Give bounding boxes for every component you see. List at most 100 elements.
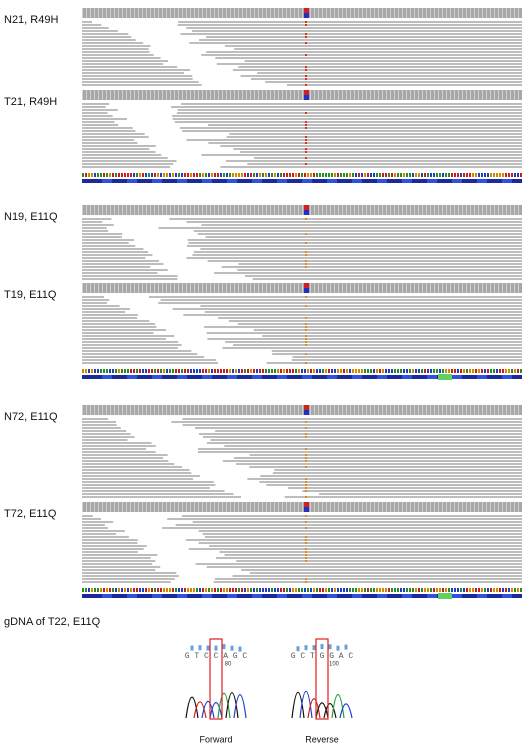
- igv-panel: N72, E11QT72, E11Q: [4, 405, 522, 599]
- ref-base: [154, 369, 156, 373]
- coverage-tick: [374, 405, 375, 415]
- variant-base: [305, 84, 307, 86]
- coverage-tick: [98, 283, 99, 293]
- coverage-tick: [506, 205, 507, 215]
- ref-base: [394, 369, 396, 373]
- read: [260, 475, 522, 477]
- ref-base: [82, 588, 84, 592]
- read: [82, 326, 156, 328]
- coverage-tick: [298, 90, 299, 100]
- coverage-tick: [482, 8, 483, 18]
- ref-base: [277, 173, 279, 177]
- coverage-tick: [470, 405, 471, 415]
- coverage-tick: [254, 283, 255, 293]
- coverage-tick: [322, 283, 323, 293]
- coverage-tick: [246, 502, 247, 512]
- ref-base: [130, 588, 132, 592]
- coverage-tick: [146, 502, 147, 512]
- read: [187, 245, 522, 247]
- coverage-tick: [322, 90, 323, 100]
- coverage-tick: [154, 502, 155, 512]
- coverage-tick: [226, 405, 227, 415]
- ref-base: [130, 173, 132, 177]
- read: [188, 239, 522, 241]
- variant-coverage: [304, 405, 309, 410]
- read: [82, 332, 154, 334]
- read: [172, 115, 522, 117]
- ref-base: [502, 588, 504, 592]
- read: [192, 30, 522, 32]
- read: [82, 296, 104, 298]
- coverage-tick: [450, 283, 451, 293]
- ref-base: [469, 173, 471, 177]
- read: [82, 163, 173, 165]
- coverage-tick: [482, 90, 483, 100]
- ref-base: [178, 588, 180, 592]
- coverage-tick: [262, 502, 263, 512]
- sanger-title: gDNA of T22, E11Q: [4, 616, 101, 628]
- gene-exon: [152, 594, 162, 598]
- coverage-tick: [418, 405, 419, 415]
- ref-base: [187, 369, 189, 373]
- coverage-tick: [494, 502, 495, 512]
- ref-base: [412, 369, 414, 373]
- gene-exon: [377, 594, 387, 598]
- ref-base: [280, 173, 282, 177]
- read: [182, 424, 522, 426]
- variant-coverage: [304, 95, 309, 100]
- coverage-tick: [194, 8, 195, 18]
- coverage-tick: [374, 8, 375, 18]
- ref-base: [247, 369, 249, 373]
- read: [82, 338, 166, 340]
- ref-base: [373, 369, 375, 373]
- variant-coverage: [304, 205, 309, 210]
- ref-base: [112, 369, 114, 373]
- variant-base: [305, 36, 307, 38]
- variant-base: [305, 551, 307, 553]
- ref-base: [304, 173, 306, 177]
- ref-base: [451, 588, 453, 592]
- ref-base: [454, 588, 456, 592]
- ref-base: [127, 588, 129, 592]
- read: [82, 233, 122, 235]
- coverage-tick: [86, 502, 87, 512]
- coverage-tick: [202, 8, 203, 18]
- coverage-tick: [222, 90, 223, 100]
- ref-base: [340, 369, 342, 373]
- variant-base: [305, 151, 307, 153]
- read: [208, 124, 522, 126]
- read: [82, 581, 171, 583]
- ref-base: [436, 173, 438, 177]
- ref-base: [181, 369, 183, 373]
- read: [171, 421, 522, 423]
- ref-base: [343, 173, 345, 177]
- gene-exon: [452, 375, 462, 379]
- ref-base: [238, 173, 240, 177]
- variant-base: [305, 266, 307, 268]
- ref-base: [298, 588, 300, 592]
- coverage-tick: [506, 283, 507, 293]
- read: [195, 427, 522, 429]
- coverage-tick: [174, 283, 175, 293]
- variant-base: [305, 42, 307, 44]
- coverage-tick: [90, 205, 91, 215]
- chromatogram: G T C C A G C80Forward: [185, 639, 248, 744]
- coverage-tick: [90, 405, 91, 415]
- read: [223, 460, 522, 462]
- quality-bar: [199, 645, 202, 650]
- coverage-tick: [194, 283, 195, 293]
- coverage-tick: [442, 205, 443, 215]
- coverage-tick: [226, 283, 227, 293]
- read: [222, 266, 522, 268]
- coverage-tick: [342, 283, 343, 293]
- read: [82, 69, 190, 71]
- coverage-tick: [326, 405, 327, 415]
- gene-exon: [402, 375, 412, 379]
- coverage-tick: [270, 502, 271, 512]
- ref-base: [286, 588, 288, 592]
- coverage-tick: [338, 405, 339, 415]
- coverage-tick: [250, 90, 251, 100]
- ref-base: [106, 588, 108, 592]
- read: [82, 305, 120, 307]
- read: [186, 27, 522, 29]
